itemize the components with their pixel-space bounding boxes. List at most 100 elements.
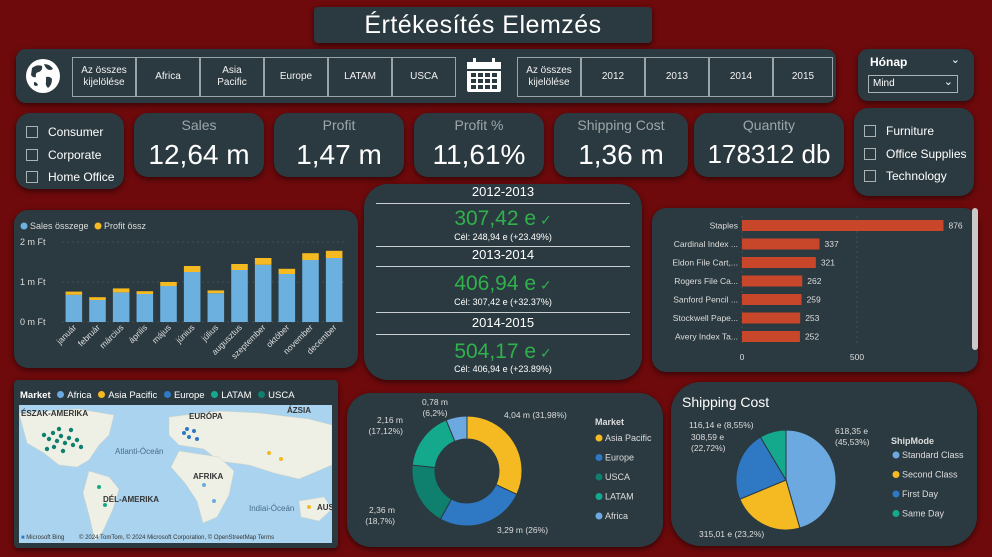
divider (376, 266, 630, 267)
map-label: ÉSZAK-AMERIKA (21, 409, 89, 418)
yoy-value-text: 406,94 e (454, 272, 537, 295)
legend-label: Africa (67, 390, 92, 401)
x-tick-label: július (199, 322, 220, 343)
monthly-sales-chart-card: Sales összege Profit össz 0 m Ft 1 m Ft 2 m … (14, 210, 358, 368)
map-legend: Market Africa Asia Pacific Europe LATAM … (20, 390, 295, 401)
segment-slicer: Consumer Corporate Home Office (16, 113, 124, 189)
y-tick-label: Sanford Pencil ... (673, 295, 738, 305)
y-tick-label: Staples (710, 221, 738, 231)
x-tick-label: április (126, 322, 149, 345)
yoy-value: 406,94 e ✓ (364, 272, 642, 296)
category-option[interactable]: Technology (864, 169, 947, 183)
x-tick-label: 0 (740, 352, 745, 362)
legend-item: USCA (254, 390, 295, 401)
year-slicer-2015[interactable]: 2015 (773, 57, 833, 97)
kpi-value: 178312 db (707, 139, 831, 169)
checkbox[interactable] (864, 125, 876, 137)
x-tick-label: június (173, 322, 196, 345)
x-tick-label: 500 (850, 352, 864, 362)
market-slicer-all[interactable]: Az összes kijelölése (72, 57, 136, 97)
market-slicer-africa[interactable]: Africa (136, 57, 200, 97)
map-label: DÉL-AMERIKA (103, 495, 159, 504)
bing-logo: ■ Microsoft Bing (21, 535, 64, 541)
legend-label: Asia Pacific (108, 390, 158, 401)
data-label: 0,78 m (422, 397, 448, 407)
y-tick-label: Stockwell Pape... (673, 313, 738, 323)
checkbox[interactable] (26, 171, 38, 183)
market-slicer-usca[interactable]: USCA (392, 57, 456, 97)
pie-slice (735, 436, 787, 500)
divider (376, 334, 630, 335)
category-option[interactable]: Furniture (864, 124, 934, 138)
y-tick-label: Cardinal Index ... (674, 239, 738, 249)
data-label: 259 (807, 295, 821, 305)
scrollbar[interactable] (972, 208, 978, 350)
data-label: 315,01 e (23,2%) (699, 529, 764, 539)
legend-label: First Day (902, 489, 939, 499)
checkmark-icon: ✓ (536, 277, 552, 293)
segment-option[interactable]: Consumer (26, 125, 103, 139)
market-donut-chart: 4,04 m (31,98%) 3,29 m (26%) 2,36 m(18,7%)… (365, 397, 652, 535)
windows-icon: ■ (21, 535, 25, 541)
yoy-value-text: 504,17 e (454, 340, 537, 363)
sales-bar (136, 294, 154, 322)
legend-label: Second Class (902, 470, 958, 480)
category-label: Technology (886, 169, 947, 183)
map-canvas[interactable]: ÉSZAK-AMERIKA EURÓPA ÁZSIA Atlanti-Óceán… (19, 405, 332, 543)
segment-option[interactable]: Home Office (26, 170, 114, 184)
yoy-card: 2012-2013 307,42 e ✓ Cél: 248,94 e (+23.… (364, 184, 642, 380)
year-slicer-2013[interactable]: 2013 (645, 57, 709, 97)
legend-label: Europe (605, 453, 634, 463)
divider (376, 246, 630, 247)
kpi-label: Quantity (742, 117, 796, 133)
chevron-down-icon[interactable]: ⌄ (950, 54, 960, 66)
data-label: (6,2%) (422, 408, 447, 418)
year-slicer-all[interactable]: Az összes kijelölése (517, 57, 581, 97)
data-label: 618,35 e (835, 426, 868, 436)
data-label: 337 (825, 239, 839, 249)
divider (376, 203, 630, 204)
segment-option[interactable]: Corporate (26, 148, 101, 162)
checkbox[interactable] (864, 170, 876, 182)
pie-slice (739, 479, 801, 531)
legend-marker (892, 451, 900, 459)
product-bar (742, 312, 801, 324)
market-slicer-asia-pacific[interactable]: Asia Pacific (200, 57, 264, 97)
divider (376, 312, 630, 313)
legend-marker (892, 490, 900, 498)
monthly-sales-chart: Sales összege Profit össz 0 m Ft 1 m Ft 2 m … (20, 221, 346, 361)
profit-bar (254, 258, 272, 265)
month-filter: Hónap ⌄ Mind ⌄ (858, 49, 974, 101)
product-bar (742, 238, 820, 250)
data-label: (22,72%) (691, 443, 726, 453)
profit-bar (278, 268, 296, 274)
sales-bar (302, 260, 319, 322)
year-slicer-2012[interactable]: 2012 (581, 57, 645, 97)
sales-bar (254, 264, 272, 322)
y-tick-label: 0 m Ft (20, 317, 46, 327)
category-option[interactable]: Office Supplies (864, 147, 967, 161)
checkbox[interactable] (864, 148, 876, 160)
data-label: 308,59 e (691, 432, 724, 442)
legend-marker (595, 434, 603, 442)
map-credit[interactable]: © 2024 TomTom, © 2024 Microsoft Corporat… (79, 535, 275, 541)
top-products-chart-card: 0 500 Staples 876 Cardinal Index ... 337 Eldon… (652, 208, 978, 372)
sales-bar (278, 274, 296, 322)
legend-marker (20, 222, 28, 230)
product-bar (742, 220, 944, 231)
year-slicer-2014[interactable]: 2014 (709, 57, 773, 97)
kpi-label: Sales (181, 117, 217, 133)
yoy-value-text: 307,42 e (454, 207, 537, 230)
month-dropdown[interactable]: Mind ⌄ (868, 75, 958, 93)
market-slicer-latam[interactable]: LATAM (328, 57, 392, 97)
product-bar (742, 294, 802, 305)
legend-label: Africa (605, 511, 628, 521)
data-label: 2,16 m (377, 415, 403, 425)
segment-label: Home Office (48, 170, 115, 184)
sales-bar (325, 258, 343, 322)
y-tick-label: Rogers File Ca... (674, 276, 738, 286)
checkbox[interactable] (26, 149, 38, 161)
market-slicer-europe[interactable]: Europe (264, 57, 328, 97)
checkbox[interactable] (26, 126, 38, 138)
profit-bar (183, 266, 201, 272)
